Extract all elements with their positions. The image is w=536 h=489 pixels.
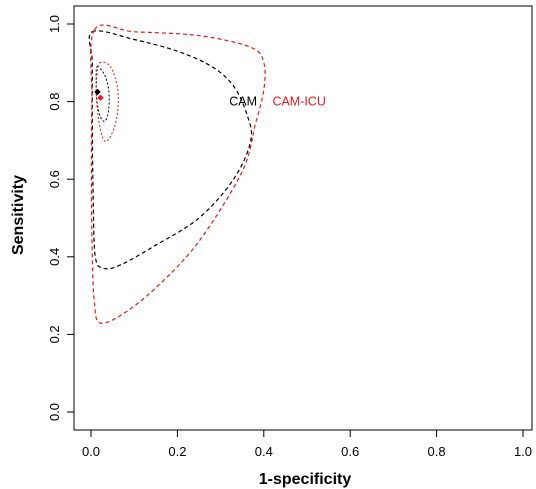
y-tick-label: 0.2 (47, 325, 62, 343)
y-tick-label: 0.6 (47, 170, 62, 188)
annotations: CAM CAM-ICU (229, 95, 326, 109)
summary-point-cam-icu (97, 94, 104, 101)
confidence-region-cam-icu (95, 61, 119, 142)
regions (88, 24, 266, 324)
x-axis: 0.0 0.2 0.4 0.6 0.8 1.0 (82, 429, 532, 459)
summary-points (94, 88, 104, 101)
y-tick-label: 0.4 (47, 248, 62, 266)
x-tick-label: 0.0 (82, 444, 100, 459)
annotation-cam: CAM (229, 95, 257, 109)
x-tick-label: 0.2 (168, 444, 186, 459)
y-tick-label: 1.0 (47, 15, 62, 33)
y-tick-label: 0.8 (47, 93, 62, 111)
x-tick-label: 0.6 (341, 444, 359, 459)
annotation-cam-icu: CAM-ICU (272, 95, 325, 109)
x-tick-label: 1.0 (514, 444, 532, 459)
x-axis-title: 1-specificity (259, 471, 352, 488)
y-tick-label: 0.0 (47, 403, 62, 421)
plot-frame (73, 5, 533, 431)
x-tick-label: 0.4 (255, 444, 273, 459)
prediction-region-cam (88, 30, 253, 270)
x-tick-label: 0.8 (428, 444, 446, 459)
prediction-region-cam-icu (90, 24, 266, 324)
summary-point-cam (94, 88, 101, 96)
y-axis-title: Sensitivity (10, 175, 27, 255)
y-axis: 0.0 0.2 0.4 0.6 0.8 1.0 (47, 15, 75, 421)
